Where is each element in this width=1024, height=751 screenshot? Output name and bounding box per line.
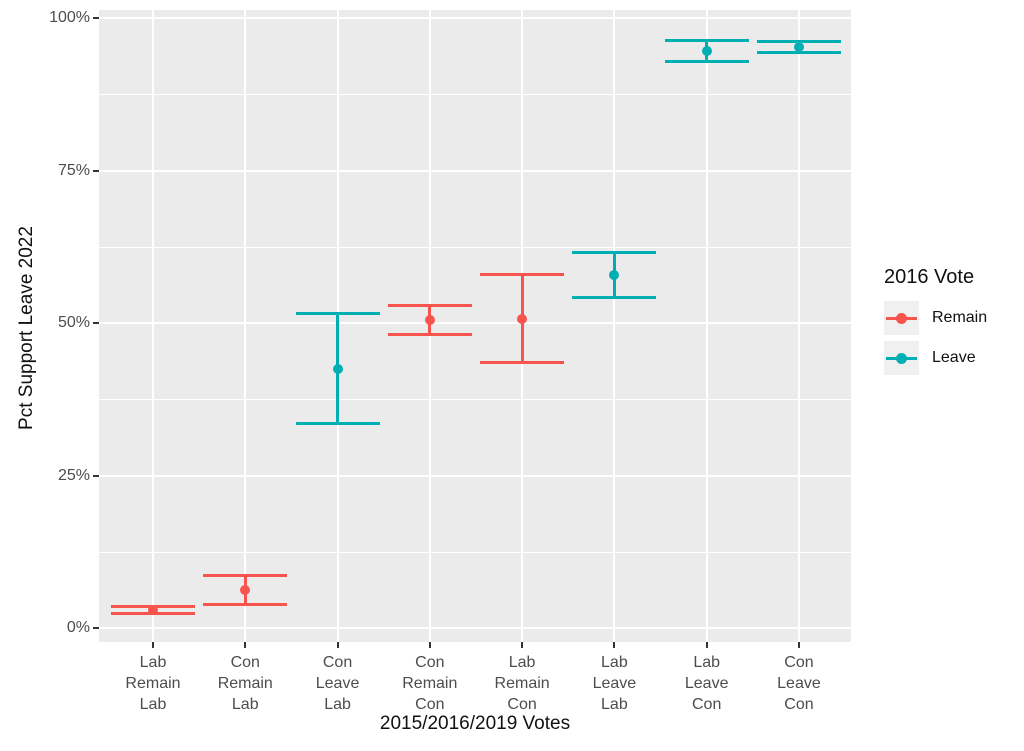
x-grid-major — [613, 10, 616, 642]
data-point — [148, 605, 158, 615]
error-bar-cap-top — [480, 273, 565, 277]
y-grid-major — [99, 322, 851, 325]
legend-title: 2016 Vote — [884, 266, 975, 288]
x-tick-label: Con Remain Con — [402, 654, 458, 713]
y-grid-major — [99, 474, 851, 477]
legend-key-remain-icon — [884, 301, 919, 335]
y-tick-label: 50% — [57, 314, 90, 332]
x-tick-label: Lab Remain Lab — [125, 654, 181, 713]
error-bar-cap-bottom — [756, 50, 841, 54]
error-bar-cap-bottom — [664, 59, 749, 63]
legend-key-leave-icon — [884, 341, 919, 375]
y-axis-tick — [93, 169, 99, 172]
x-tick-label: Con Leave Lab — [315, 654, 360, 713]
data-point — [609, 269, 620, 280]
legend-entry-leave: Leave — [884, 341, 987, 375]
x-grid-major — [797, 10, 800, 642]
legend-label-leave: Leave — [932, 349, 976, 366]
error-bar-cap-top — [664, 38, 749, 42]
x-grid-major — [152, 10, 154, 642]
x-grid-major — [244, 10, 247, 642]
plot-panel — [99, 10, 851, 642]
y-tick-label: 0% — [66, 619, 90, 637]
data-point — [240, 584, 251, 595]
error-bar-cap-bottom — [480, 360, 565, 364]
x-tick-label: Con Leave Con — [777, 654, 821, 713]
y-grid-minor — [99, 551, 851, 553]
y-axis-tick — [93, 322, 99, 325]
x-axis-title: 2015/2016/2019 Votes — [379, 713, 571, 734]
y-grid-major — [99, 17, 851, 20]
error-bar-cap-bottom — [295, 421, 380, 425]
x-grid-major — [705, 10, 708, 642]
x-tick-label: Con Remain Lab — [217, 654, 273, 713]
x-axis-tick — [705, 642, 708, 648]
data-point — [332, 363, 343, 374]
legend: 2016 Vote Remain Leave — [884, 266, 987, 381]
x-tick-label: Lab Leave Lab — [592, 654, 637, 713]
data-point — [424, 314, 435, 325]
x-axis-tick — [797, 642, 800, 648]
x-axis-tick — [521, 642, 524, 648]
x-tick-label: Lab Remain Con — [494, 654, 550, 713]
y-grid-major — [99, 169, 851, 172]
legend-entry-remain: Remain — [884, 301, 987, 335]
error-bar-cap-bottom — [572, 295, 657, 299]
legend-label-remain: Remain — [932, 309, 988, 326]
x-axis-tick — [244, 642, 247, 648]
y-axis-tick — [93, 17, 99, 20]
x-axis-tick — [336, 642, 339, 648]
error-bar-cap-bottom — [387, 332, 472, 336]
x-tick-label: Lab Leave Con — [684, 654, 729, 713]
error-bar-cap-top — [387, 303, 472, 307]
x-axis-tick — [613, 642, 616, 648]
y-axis-tick — [93, 627, 99, 630]
y-grid-minor — [99, 94, 851, 96]
error-bar-cap-top — [295, 312, 380, 316]
data-point — [701, 45, 712, 56]
error-bar-cap-top — [203, 574, 288, 578]
error-bar-cap-top — [572, 250, 657, 254]
y-tick-label: 25% — [57, 466, 90, 484]
x-axis-tick — [152, 642, 154, 648]
data-point — [793, 41, 804, 52]
y-grid-minor — [99, 246, 851, 248]
y-tick-label: 75% — [57, 161, 90, 179]
error-bar-cap-bottom — [203, 603, 288, 607]
data-point — [517, 313, 528, 324]
y-tick-label: 100% — [49, 9, 90, 27]
y-axis-tick — [93, 474, 99, 477]
y-grid-major — [99, 627, 851, 630]
y-grid-minor — [99, 399, 851, 401]
x-axis-tick — [428, 642, 431, 648]
